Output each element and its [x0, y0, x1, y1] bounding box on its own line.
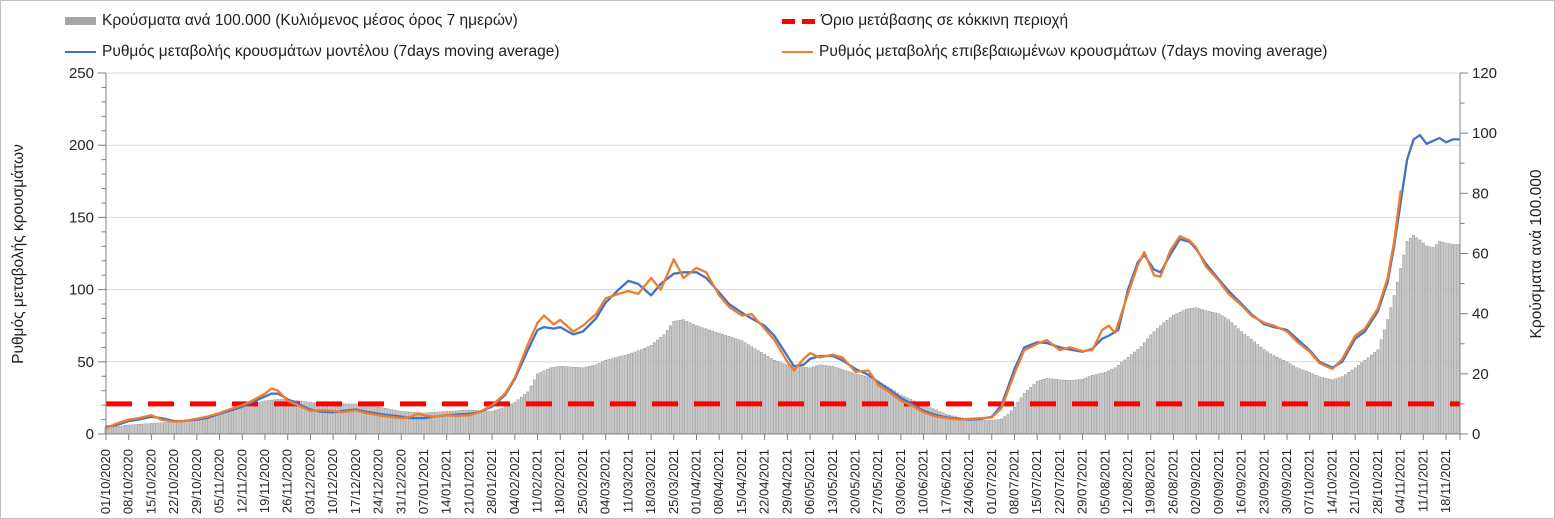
y-right-tick-label: 60: [1472, 246, 1489, 263]
legend-item-confirmed-line: Ρυθμός μεταβολής επιβεβαιωμένων κρουσμάτ…: [782, 43, 1327, 61]
y-right-tick-label: 80: [1472, 185, 1489, 202]
x-tick-label: 07/01/2021: [416, 449, 431, 514]
x-tick-label: 18/11/2021: [1438, 449, 1453, 513]
x-tick-label: 02/09/2021: [1188, 449, 1203, 514]
y-left-tick-label: 100: [69, 282, 94, 299]
x-tick-label: 21/10/2021: [1347, 449, 1362, 514]
x-tick-label: 12/11/2020: [234, 449, 249, 513]
x-tick-label: 22/07/2021: [1052, 449, 1067, 514]
x-axis-ticks: 01/10/2020 08/10/2020 15/10/2020 22/10/2020…: [98, 434, 1461, 514]
y-left-tick-label: 0: [86, 426, 94, 443]
x-tick-label: 16/09/2021: [1234, 449, 1249, 514]
x-tick-label: 30/09/2021: [1279, 449, 1294, 514]
x-tick-label: 18/03/2021: [643, 449, 658, 514]
x-tick-label: 23/09/2021: [1256, 449, 1271, 514]
legend-label: Ρυθμός μεταβολής κρουσμάτων μοντέλου (7d…: [102, 43, 560, 60]
x-tick-label: 17/06/2021: [938, 449, 953, 514]
x-tick-label: 19/08/2021: [1143, 449, 1158, 514]
x-tick-label: 01/04/2021: [689, 449, 704, 514]
y-axis-right-ticks: 0 20 40 60 80 100 120: [1460, 65, 1497, 443]
x-tick-label: 09/09/2021: [1211, 449, 1226, 514]
x-tick-label: 11/11/2021: [1415, 449, 1430, 512]
blue-line-swatch-icon: [65, 51, 96, 53]
y-right-tick-label: 100: [1472, 125, 1497, 142]
x-tick-label: 17/12/2020: [348, 449, 363, 514]
y-left-tick-label: 150: [69, 209, 94, 226]
x-tick-label: 04/03/2021: [598, 449, 613, 514]
bar-swatch-icon: [65, 17, 96, 25]
legend-label: Ρυθμός μεταβολής επιβεβαιωμένων κρουσμάτ…: [819, 43, 1328, 60]
x-tick-label: 11/03/2021: [620, 449, 635, 513]
x-tick-label: 18/02/2021: [552, 449, 567, 514]
x-tick-label: 22/04/2021: [757, 449, 772, 514]
x-tick-label: 15/07/2021: [1029, 449, 1044, 514]
x-tick-label: 10/12/2020: [325, 449, 340, 514]
x-tick-label: 14/01/2021: [439, 449, 454, 514]
x-tick-label: 22/10/2020: [166, 449, 181, 514]
orange-line-swatch-icon: [782, 51, 813, 53]
y-left-tick-label: 50: [77, 354, 94, 371]
x-tick-label: 01/10/2020: [98, 449, 113, 514]
x-tick-label: 08/04/2021: [711, 449, 726, 514]
x-tick-label: 14/10/2021: [1324, 449, 1339, 514]
x-tick-label: 03/12/2020: [302, 449, 317, 514]
x-tick-label: 12/08/2021: [1120, 449, 1135, 514]
x-tick-label: 19/11/2020: [257, 449, 272, 513]
y-axis-right-title: Κρούσματα ανά 100.000: [1528, 169, 1545, 339]
x-tick-label: 24/06/2021: [961, 449, 976, 514]
x-tick-label: 20/05/2021: [847, 449, 862, 514]
x-tick-label: 06/05/2021: [802, 449, 817, 514]
x-tick-label: 25/02/2021: [575, 449, 590, 514]
y-right-tick-label: 120: [1472, 65, 1497, 82]
x-tick-label: 04/11/2021: [1393, 449, 1408, 513]
y-left-tick-label: 200: [69, 137, 94, 154]
x-tick-label: 24/12/2020: [371, 449, 386, 514]
y-axis-left-ticks: 0 50 100 150 200 250: [69, 65, 106, 443]
legend-label: Όριο μετάβασης σε κόκκινη περιοχή: [821, 12, 1069, 29]
x-tick-label: 15/04/2021: [734, 449, 749, 514]
x-tick-label: 08/10/2020: [121, 449, 136, 514]
legend-item-model-line: Ρυθμός μεταβολής κρουσμάτων μοντέλου (7d…: [65, 43, 560, 61]
x-tick-label: 26/08/2021: [1165, 449, 1180, 514]
x-tick-label: 05/11/2020: [212, 449, 227, 513]
x-tick-label: 25/03/2021: [666, 449, 681, 514]
confirmed-line-series: [104, 190, 1402, 430]
y-axis-left-title: Ρυθμός μεταβολής κρουσμάτων: [10, 144, 27, 364]
x-tick-label: 27/05/2021: [870, 449, 885, 514]
x-tick-label: 05/08/2021: [1097, 449, 1112, 514]
x-tick-label: 28/01/2021: [484, 449, 499, 514]
x-tick-label: 11/02/2021: [530, 449, 545, 513]
y-right-tick-label: 20: [1472, 366, 1489, 383]
x-tick-label: 04/02/2021: [507, 449, 522, 514]
x-tick-label: 13/05/2021: [825, 449, 840, 514]
legend-item-threshold: Όριο μετάβασης σε κόκκινη περιοχή: [782, 12, 1068, 30]
x-tick-label: 29/07/2021: [1075, 449, 1090, 514]
red-dash-swatch-icon: [782, 18, 815, 24]
legend-label: Κρούσματα ανά 100.000 (Κυλιόμενος μέσος …: [102, 12, 518, 29]
model-line-series: [104, 133, 1461, 428]
x-tick-label: 01/07/2021: [984, 449, 999, 514]
y-right-tick-label: 0: [1472, 426, 1480, 443]
legend-item-cases-bar: Κρούσματα ανά 100.000 (Κυλιόμενος μέσος …: [65, 12, 518, 30]
x-tick-label: 07/10/2021: [1302, 449, 1317, 514]
x-tick-label: 03/06/2021: [893, 449, 908, 514]
x-tick-label: 15/10/2020: [143, 449, 158, 514]
x-tick-label: 28/10/2021: [1370, 449, 1385, 514]
x-tick-label: 10/06/2021: [916, 449, 931, 514]
y-left-tick-label: 250: [69, 65, 94, 82]
x-tick-label: 08/07/2021: [1006, 449, 1021, 514]
x-tick-label: 31/12/2020: [393, 449, 408, 514]
x-tick-label: 29/10/2020: [189, 449, 204, 514]
x-tick-label: 26/11/2020: [280, 449, 295, 513]
x-tick-label: 21/01/2021: [461, 449, 476, 514]
y-right-tick-label: 40: [1472, 306, 1489, 323]
x-tick-label: 29/04/2021: [779, 449, 794, 514]
